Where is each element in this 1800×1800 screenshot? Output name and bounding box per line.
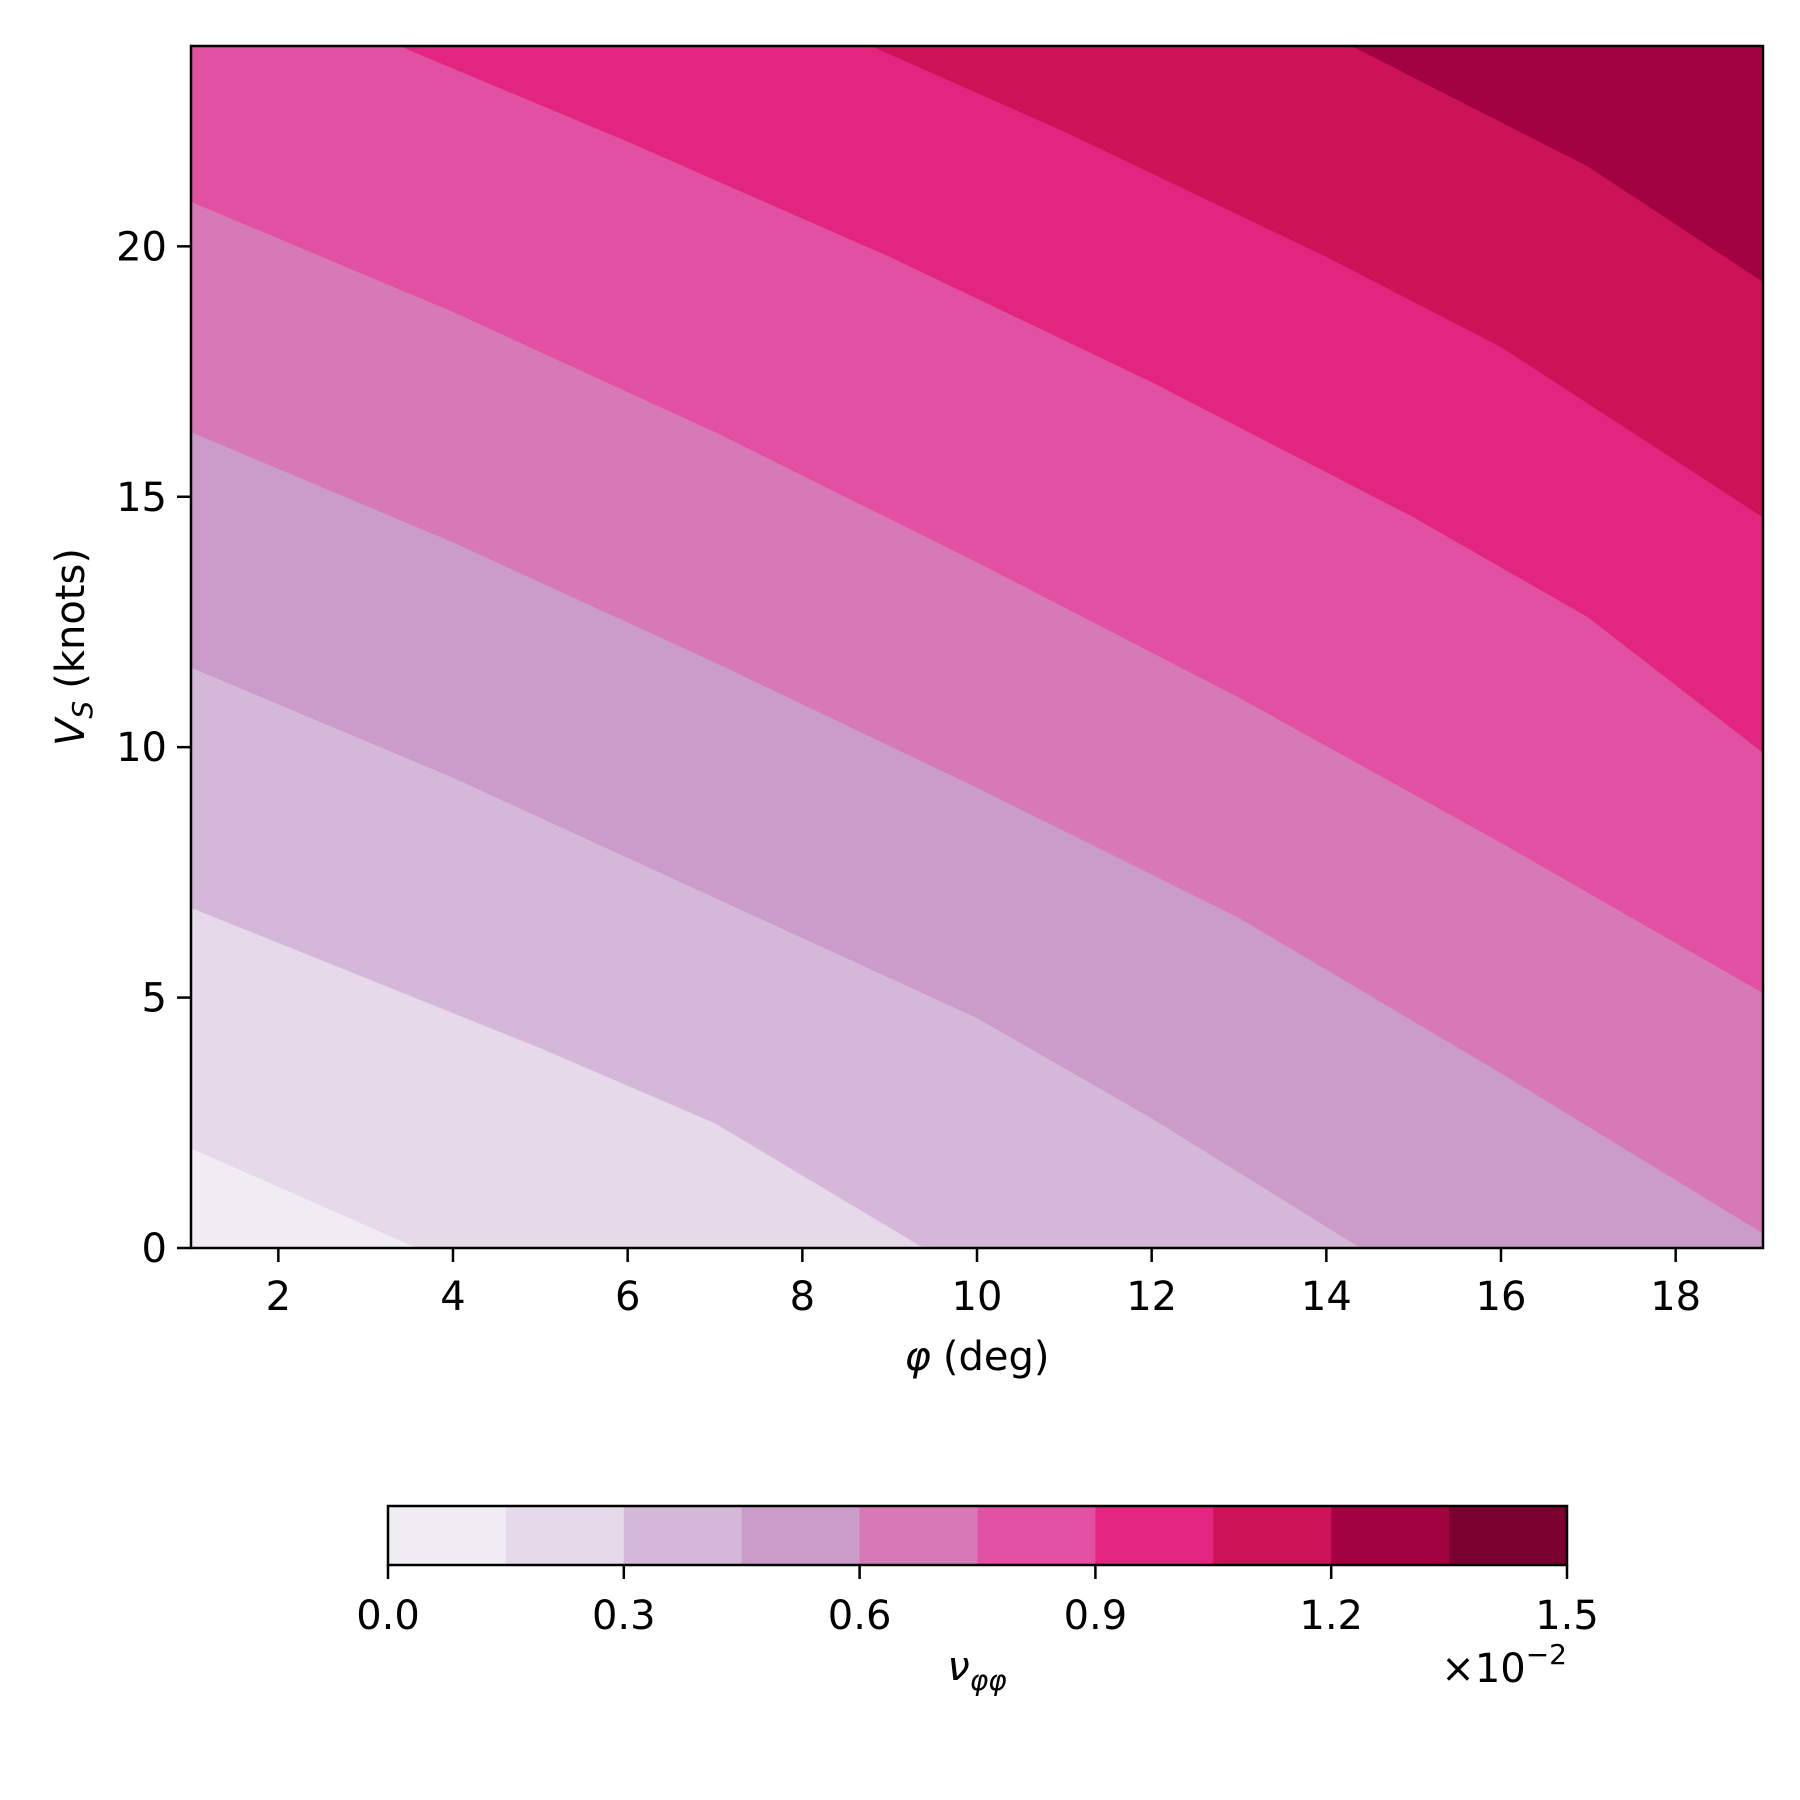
colorbar-segment (505, 1506, 625, 1565)
y-axis-symbol: V (48, 716, 94, 746)
colorbar-segment (1213, 1506, 1332, 1565)
contour-band (191, 46, 1763, 282)
y-axis-subscript: S (66, 701, 99, 719)
colorbar-subscript: φφ (970, 1664, 1007, 1697)
colorbar-tick-label: 0.0 (356, 1593, 420, 1639)
colorbar-segment (623, 1506, 743, 1565)
y-axis: 0 5 10 15 20 (116, 224, 191, 1272)
x-tick-label: 18 (1650, 1274, 1701, 1320)
y-tick-label: 10 (116, 725, 167, 771)
contour-bands (191, 46, 1763, 1248)
colorbar-frame (386, 1504, 1569, 1567)
x-axis: 2 4 6 8 10 12 14 16 18 (266, 1248, 1701, 1320)
colorbar-segment (1095, 1506, 1214, 1565)
colorbar-tick-label: 1.5 (1535, 1593, 1599, 1639)
x-tick-label: 8 (790, 1274, 815, 1320)
y-tick-label: 15 (116, 475, 167, 521)
colorbar: 0.0 0.3 0.6 0.9 1.2 1.5 (356, 1504, 1599, 1639)
colorbar-tick-label: 0.3 (592, 1593, 656, 1639)
plot-area (189, 44, 1765, 1250)
colorbar-offset-base: ×10 (1441, 1646, 1525, 1692)
colorbar-segment (1449, 1506, 1568, 1565)
y-tick-label: 0 (142, 1226, 167, 1272)
colorbar-segment (977, 1506, 1096, 1565)
x-tick-label: 4 (440, 1274, 465, 1320)
colorbar-tick-label: 1.2 (1299, 1593, 1363, 1639)
colorbar-segment (859, 1506, 978, 1565)
y-tick-label: 5 (142, 976, 167, 1022)
x-tick-label: 16 (1476, 1274, 1527, 1320)
x-tick-label: 12 (1126, 1274, 1177, 1320)
colorbar-offset-exponent: −2 (1526, 1638, 1567, 1671)
colorbar-tick-label: 0.6 (828, 1593, 892, 1639)
x-tick-label: 6 (615, 1274, 640, 1320)
colorbar-tick-label: 0.9 (1064, 1593, 1128, 1639)
x-tick-label: 10 (952, 1274, 1003, 1320)
y-tick-label: 20 (116, 224, 167, 270)
colorbar-label: νφφ (947, 1644, 1007, 1697)
y-axis-unit: (knots) (48, 548, 94, 689)
x-tick-label: 2 (266, 1274, 291, 1320)
x-axis-unit: (deg) (943, 1334, 1050, 1380)
x-axis-symbol: φ (905, 1334, 931, 1380)
x-tick-label: 14 (1301, 1274, 1352, 1320)
colorbar-segment (741, 1506, 861, 1565)
x-axis-label: φ (deg) (905, 1334, 1050, 1380)
colorbar-symbol: ν (947, 1644, 969, 1690)
colorbar-segment (1331, 1506, 1450, 1565)
colorbar-offset-text: ×10−2 (1441, 1638, 1567, 1692)
colorbar-segment (388, 1506, 507, 1565)
y-axis-label: VS (knots) (48, 548, 99, 746)
